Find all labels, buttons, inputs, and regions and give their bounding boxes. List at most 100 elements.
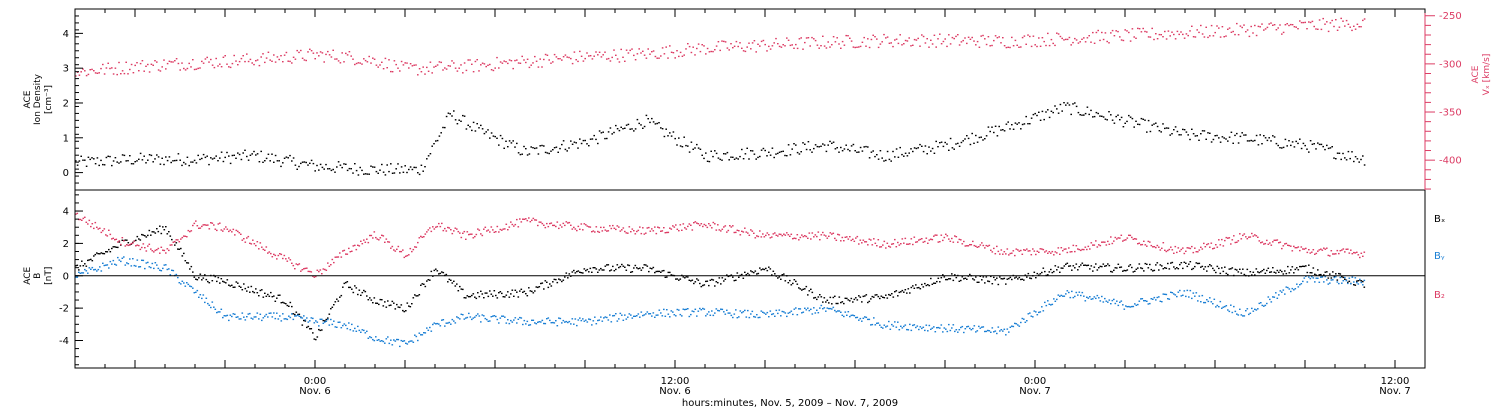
- data-point: [1270, 271, 1273, 273]
- data-point: [775, 37, 777, 40]
- data-point: [936, 280, 938, 283]
- data-point: [316, 336, 319, 338]
- data-point: [193, 292, 196, 294]
- data-point: [1261, 304, 1264, 307]
- data-point: [1342, 152, 1344, 155]
- data-point: [765, 267, 767, 270]
- data-point: [1222, 270, 1225, 273]
- data-point: [907, 329, 910, 331]
- data-point: [847, 299, 850, 301]
- data-point: [199, 273, 202, 275]
- data-point: [910, 286, 913, 289]
- data-point: [174, 159, 176, 162]
- data-point: [145, 250, 148, 252]
- data-point: [531, 290, 533, 293]
- data-point: [966, 135, 968, 137]
- data-point: [264, 292, 266, 294]
- data-point: [1008, 277, 1010, 280]
- data-point: [859, 296, 862, 298]
- data-point: [449, 113, 451, 115]
- data-point: [705, 53, 707, 55]
- data-point: [396, 338, 398, 341]
- data-point: [1246, 308, 1249, 310]
- data-point: [862, 239, 865, 241]
- data-point: [1156, 125, 1159, 128]
- data-point: [1225, 35, 1227, 37]
- data-point: [282, 313, 284, 315]
- x-tick-label: 12:00: [661, 376, 690, 387]
- data-point: [357, 244, 359, 246]
- data-point: [904, 39, 907, 42]
- data-point: [153, 231, 155, 233]
- data-point: [898, 329, 901, 331]
- data-point: [294, 58, 297, 60]
- data-point: [405, 342, 407, 344]
- data-point: [1188, 247, 1190, 249]
- data-point: [1320, 143, 1323, 146]
- data-point: [103, 73, 106, 75]
- data-point: [562, 279, 565, 281]
- data-point: [642, 127, 644, 129]
- data-point: [620, 126, 622, 128]
- data-point: [118, 162, 120, 164]
- data-point: [1151, 27, 1153, 30]
- data-point: [895, 148, 898, 150]
- data-point: [402, 309, 404, 312]
- data-point: [988, 280, 991, 283]
- data-point: [237, 152, 239, 154]
- data-point: [138, 158, 140, 160]
- data-point: [1131, 266, 1133, 269]
- data-point: [652, 230, 655, 232]
- data-point: [314, 170, 316, 172]
- data-point: [322, 319, 325, 322]
- data-point: [774, 232, 776, 234]
- data-point: [799, 288, 802, 290]
- data-point: [161, 157, 163, 159]
- data-point: [1320, 273, 1322, 276]
- data-point: [694, 221, 697, 223]
- data-point: [265, 57, 268, 59]
- data-point: [1348, 280, 1351, 282]
- data-point: [1313, 143, 1315, 145]
- data-point: [681, 229, 683, 231]
- data-point: [372, 302, 374, 304]
- data-point: [424, 285, 427, 288]
- data-point: [1119, 36, 1121, 38]
- data-point: [1182, 247, 1184, 249]
- data-point: [357, 174, 360, 176]
- data-point: [841, 150, 844, 152]
- data-point: [682, 308, 685, 310]
- data-point: [588, 55, 590, 57]
- data-point: [727, 312, 730, 314]
- data-point: [964, 277, 967, 279]
- data-point: [871, 295, 874, 298]
- data-point: [431, 145, 433, 147]
- data-point: [685, 276, 688, 278]
- data-point: [471, 233, 473, 235]
- data-point: [570, 323, 572, 325]
- data-point: [198, 227, 200, 229]
- data-point: [396, 248, 398, 250]
- data-point: [586, 225, 589, 227]
- data-point: [670, 135, 673, 137]
- y-tick-label: -4: [59, 336, 69, 347]
- data-point: [1207, 132, 1209, 134]
- data-point: [244, 319, 247, 321]
- data-point: [516, 59, 518, 61]
- data-point: [899, 34, 901, 36]
- data-point: [558, 317, 560, 319]
- data-point: [277, 294, 280, 296]
- data-point: [246, 290, 248, 292]
- data-point: [832, 36, 835, 38]
- data-point: [1068, 265, 1070, 267]
- data-point: [295, 315, 298, 317]
- data-point: [343, 163, 345, 165]
- data-point: [795, 280, 797, 283]
- data-point: [582, 139, 585, 142]
- data-point: [406, 302, 409, 304]
- data-point: [591, 271, 593, 273]
- data-point: [982, 276, 985, 278]
- data-point: [762, 39, 765, 42]
- data-point: [717, 282, 719, 284]
- data-point: [1098, 267, 1100, 269]
